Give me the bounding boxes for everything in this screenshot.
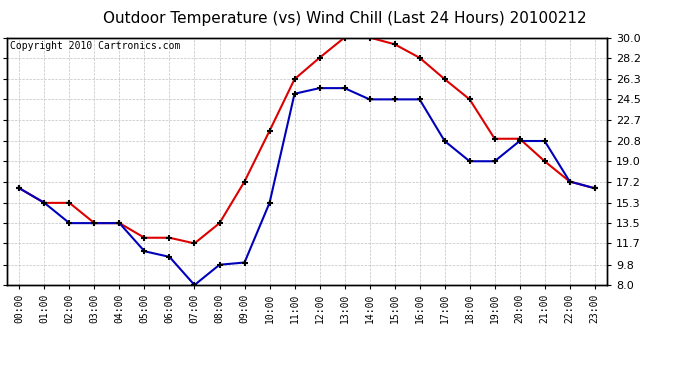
Text: Copyright 2010 Cartronics.com: Copyright 2010 Cartronics.com	[10, 41, 180, 51]
Text: Outdoor Temperature (vs) Wind Chill (Last 24 Hours) 20100212: Outdoor Temperature (vs) Wind Chill (Las…	[104, 11, 586, 26]
